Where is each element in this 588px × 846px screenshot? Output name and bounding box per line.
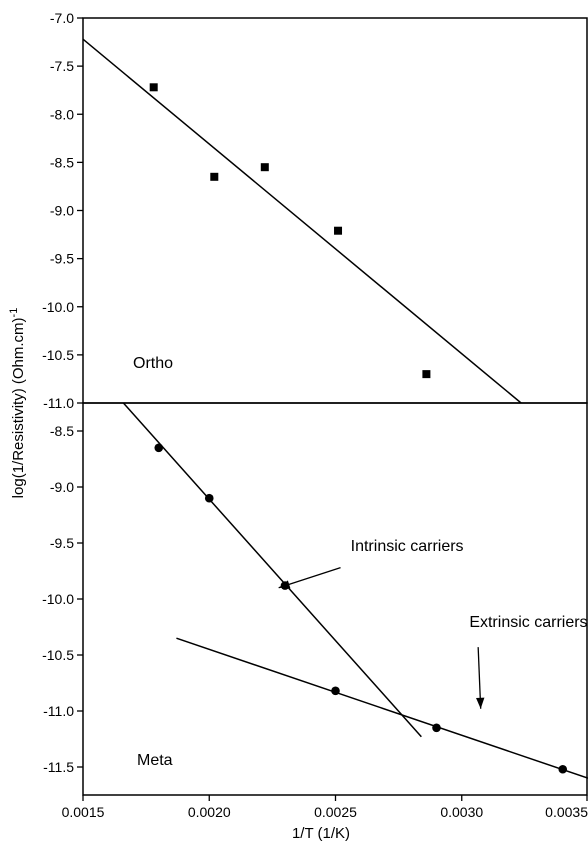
meta-annotation-2: Extrinsic carriers [469, 614, 587, 631]
meta-panel-label: Meta [137, 752, 173, 769]
meta-data-point [331, 686, 340, 696]
ortho-y-tick-label: -10.5 [42, 347, 74, 363]
x-axis-label: 1/T (1/K) [292, 825, 350, 842]
ortho-data-point [260, 163, 269, 172]
ortho-y-tick-label: -11.0 [43, 395, 74, 411]
y-axis-label-superscript: -1 [8, 308, 20, 318]
meta-data-point [558, 764, 568, 774]
ortho-y-tick-label: -8.5 [50, 154, 74, 170]
x-tick-label: 0.0015 [62, 804, 105, 820]
meta-y-tick-label: -8.5 [50, 423, 74, 439]
meta-y-tick-label: -9.5 [50, 535, 74, 551]
meta-data-point [204, 493, 214, 503]
meta-data-point [432, 723, 441, 733]
meta-plot-frame [82, 402, 588, 796]
x-tick-label: 0.0030 [440, 804, 483, 820]
ortho-plot-frame [82, 17, 588, 404]
meta-fit-line-2 [176, 637, 588, 779]
meta-annotation-arrowhead-2 [476, 697, 485, 709]
ortho-data-point [334, 226, 343, 235]
ortho-fit-line-1 [83, 38, 522, 403]
ortho-y-tick-label: -7.5 [50, 58, 74, 74]
x-tick-label: 0.0020 [188, 804, 231, 820]
meta-y-tick-label: -11.5 [43, 759, 74, 775]
ortho-data-point [210, 172, 219, 181]
ortho-y-tick-label: -9.0 [50, 203, 74, 219]
ortho-y-tick-label: -8.0 [50, 106, 74, 122]
meta-y-tick-label: -9.0 [50, 479, 74, 495]
ortho-y-tick-label: -9.5 [50, 251, 74, 267]
y-axis-label: log(1/Resistivity) (Ohm.cm)-1 [8, 308, 27, 499]
ortho-data-point [149, 83, 158, 92]
meta-annotation-arrowhead-1 [278, 580, 291, 589]
ortho-panel: -7.0 -7.5 -8.0 -8.5 -9.0 -9.5 -10.0 -10.5 -11.0 O… [42, 10, 588, 411]
meta-data-point [154, 443, 164, 453]
meta-fit-line-1 [122, 403, 422, 738]
meta-annotation-1: Intrinsic carriers [351, 538, 464, 555]
meta-y-tick-label: -11.0 [43, 703, 74, 719]
ortho-y-tick-label: -7.0 [50, 10, 74, 26]
meta-panel: -8.5 -9.0 -9.5 -10.0 -10.5 -11.0 -11.5 Meta Intr… [42, 402, 588, 796]
ortho-y-tick-label: -10.0 [42, 299, 74, 315]
x-axis: 0.0015 0.0020 0.0025 0.0030 0.0035 [62, 795, 588, 820]
meta-y-tick-label: -10.0 [42, 591, 74, 607]
ortho-data-point [422, 370, 431, 379]
x-tick-label: 0.0025 [314, 804, 357, 820]
meta-y-tick-label: -10.5 [42, 647, 74, 663]
y-axis-label-main: log(1/Resistivity) (Ohm.cm) [10, 317, 27, 498]
x-tick-label: 0.0035 [545, 804, 588, 820]
ortho-panel-label: Ortho [133, 355, 173, 372]
